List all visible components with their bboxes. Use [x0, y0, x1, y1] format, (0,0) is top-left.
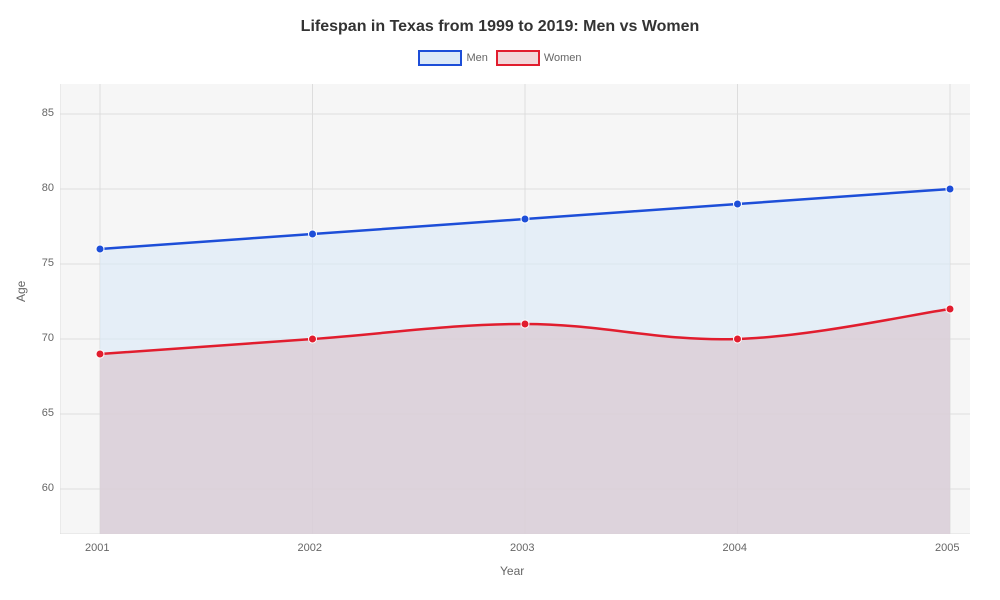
x-tick-label: 2001 [85, 542, 109, 554]
chart-title: Lifespan in Texas from 1999 to 2019: Men… [0, 0, 1000, 36]
y-tick-label: 65 [42, 407, 54, 419]
y-tick-label: 70 [42, 332, 54, 344]
y-tick-label: 80 [42, 182, 54, 194]
y-tick-label: 75 [42, 257, 54, 269]
x-tick-label: 2004 [723, 542, 747, 554]
legend-item-women: Women [496, 50, 582, 66]
x-tick-label: 2005 [935, 542, 959, 554]
chart-legend: Men Women [0, 50, 1000, 66]
y-axis-label: Age [14, 281, 28, 302]
plot-svg [60, 84, 970, 534]
legend-item-men: Men [418, 50, 487, 66]
x-tick-label: 2003 [510, 542, 534, 554]
legend-label-women: Women [544, 52, 582, 64]
x-axis-label: Year [500, 564, 524, 578]
plot-area [60, 84, 970, 534]
legend-swatch-men [418, 50, 462, 66]
y-tick-label: 60 [42, 482, 54, 494]
chart-container: Lifespan in Texas from 1999 to 2019: Men… [0, 0, 1000, 600]
y-tick-label: 85 [42, 107, 54, 119]
legend-swatch-women [496, 50, 540, 66]
legend-label-men: Men [466, 52, 487, 64]
x-tick-label: 2002 [298, 542, 322, 554]
